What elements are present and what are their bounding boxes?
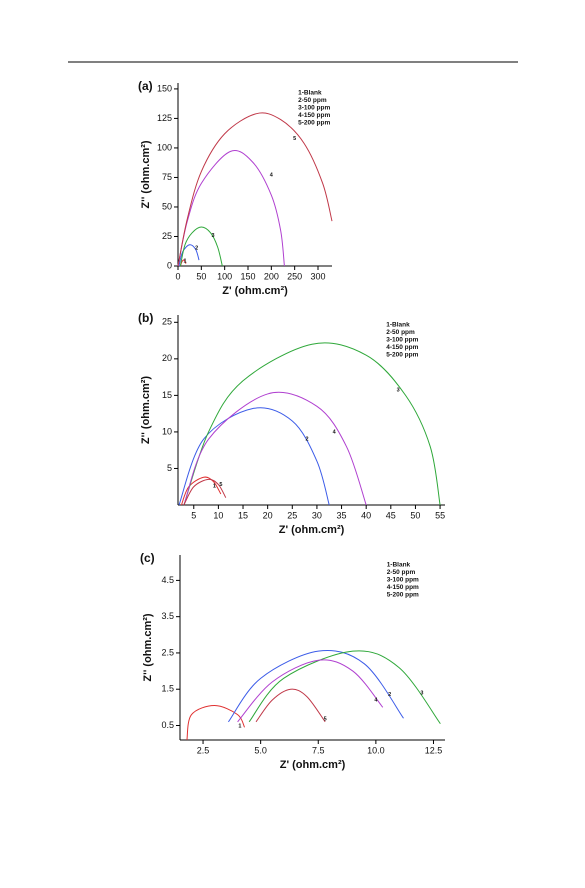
legend-entry: 4-150 ppm: [386, 344, 418, 351]
curve: [178, 244, 200, 267]
legend-entry: 4-150 ppm: [387, 584, 419, 591]
x-axis-label: Z' (ohm.cm²): [280, 759, 346, 771]
curve-label: 2: [388, 692, 391, 698]
x-tick-label: 250: [287, 271, 302, 281]
x-tick-label: 45: [386, 510, 396, 520]
curve-label: 5: [324, 716, 327, 722]
x-tick-label: 20: [263, 510, 273, 520]
legend-entry: 5-200 ppm: [386, 352, 418, 359]
panel-label: (c): [140, 551, 155, 565]
x-tick-label: 200: [264, 271, 279, 281]
curve-label: 3: [211, 233, 214, 239]
x-tick-label: 5.0: [254, 745, 267, 755]
x-axis-label: Z' (ohm.cm²): [222, 285, 288, 297]
legend-entry: 2-50 ppm: [387, 569, 416, 576]
x-tick-label: 40: [361, 510, 371, 520]
curve: [183, 478, 227, 506]
y-tick-label: 25: [162, 231, 172, 241]
legend-entry: 1-Blank: [386, 322, 410, 329]
curve: [183, 342, 441, 506]
y-tick-label: 0: [167, 260, 172, 270]
curve-label: 5: [293, 136, 296, 142]
legend-entry: 1-Blank: [298, 90, 322, 97]
curve-label: 1: [238, 724, 241, 730]
y-tick-label: 125: [157, 113, 172, 123]
y-tick-label: 1.5: [161, 684, 174, 694]
curve-label: 1: [213, 483, 216, 489]
legend-entry: 5-200 ppm: [298, 120, 330, 127]
x-tick-label: 30: [312, 510, 322, 520]
y-tick-label: 75: [162, 172, 172, 182]
x-axis-label: Z' (ohm.cm²): [279, 524, 345, 536]
x-tick-label: 50: [410, 510, 420, 520]
x-tick-label: 50: [196, 271, 206, 281]
curve-label: 5: [219, 482, 222, 488]
curve: [248, 650, 441, 724]
x-tick-label: 100: [217, 271, 232, 281]
legend-entry: 4-150 ppm: [298, 112, 330, 119]
y-tick-label: 25: [162, 317, 172, 327]
curve-label: 3: [420, 690, 423, 696]
legend-entry: 3-100 ppm: [386, 337, 418, 344]
legend-entry: 2-50 ppm: [386, 329, 415, 336]
y-tick-label: 20: [162, 353, 172, 363]
y-tick-label: 150: [157, 83, 172, 93]
y-tick-label: 15: [162, 390, 172, 400]
x-tick-label: 0: [175, 271, 180, 281]
y-tick-label: 10: [162, 426, 172, 436]
legend-entry: 2-50 ppm: [298, 97, 327, 104]
curve: [227, 650, 404, 723]
x-tick-label: 7.5: [312, 745, 325, 755]
y-tick-label: 100: [157, 142, 172, 152]
legend-entry: 3-100 ppm: [387, 577, 419, 584]
y-tick-label: 4.5: [161, 575, 174, 585]
y-axis-label: Z'' (ohm.cm²): [140, 376, 152, 445]
x-tick-label: 55: [435, 510, 445, 520]
y-tick-label: 2.5: [161, 647, 174, 657]
curve: [237, 659, 384, 723]
curve: [179, 226, 223, 267]
panel-label: (a): [138, 79, 153, 93]
curve-label: 2: [195, 246, 198, 252]
curve: [178, 407, 330, 506]
curve-label: 1: [183, 259, 186, 265]
curve: [177, 150, 285, 267]
x-tick-label: 25: [287, 510, 297, 520]
x-tick-label: 10.0: [367, 745, 385, 755]
curve-label: 4: [270, 173, 274, 179]
x-tick-label: 12.5: [425, 745, 443, 755]
curve: [177, 112, 333, 267]
curve-label: 3: [397, 388, 400, 394]
curve: [255, 688, 326, 723]
legend-entry: 3-100 ppm: [298, 105, 330, 112]
x-tick-label: 15: [238, 510, 248, 520]
curve-label: 4: [333, 429, 337, 435]
y-tick-label: 3.5: [161, 611, 174, 621]
y-tick-label: 5: [167, 463, 172, 473]
chart: (a)0 50 100 150 200 250 3000255075100125150Z' …: [138, 79, 333, 297]
curve: [180, 476, 222, 506]
x-tick-label: 10: [213, 510, 223, 520]
y-tick-label: 0.5: [161, 720, 174, 730]
panel-label: (b): [138, 311, 153, 325]
y-tick-label: 50: [162, 201, 172, 211]
curve-label: 2: [306, 437, 309, 443]
legend-entry: 5-200 ppm: [387, 592, 419, 599]
chart: (c) 2.5 5.0 7.5 10.0 12.5 0.5 1.5 2.5 3.5 4.5 Z' (o…: [140, 551, 445, 771]
curve-label: 4: [374, 698, 378, 704]
curve: [183, 391, 367, 506]
x-tick-label: 5: [191, 510, 196, 520]
x-tick-label: 2.5: [197, 745, 210, 755]
legend-entry: 1-Blank: [387, 562, 411, 569]
x-tick-label: 150: [240, 271, 255, 281]
x-tick-label: 35: [337, 510, 347, 520]
y-axis-label: Z'' (ohm.cm²): [142, 613, 154, 682]
y-axis-label: Z'' (ohm.cm²): [140, 140, 152, 209]
x-tick-label: 300: [310, 271, 325, 281]
